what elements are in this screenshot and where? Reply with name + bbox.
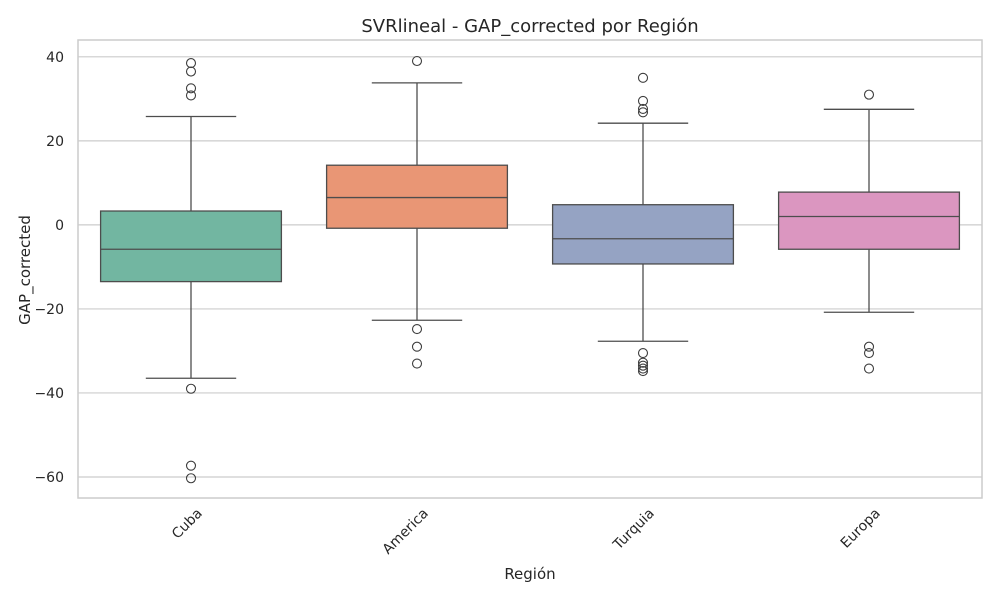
outlier-point xyxy=(185,58,197,69)
outlier-point xyxy=(637,360,649,371)
outlier-point xyxy=(637,103,649,114)
outlier-point xyxy=(185,460,197,471)
outlier-point xyxy=(637,357,649,368)
tick-layer: 40 20 0 −20 −40 −60 Cuba America Turquia Europa xyxy=(34,50,883,558)
box-group-turquia xyxy=(551,72,735,377)
outlier-point xyxy=(185,66,197,77)
y-axis-label: GAP_corrected xyxy=(16,215,35,325)
y-tick-label: −60 xyxy=(34,470,64,486)
outlier-point xyxy=(863,347,875,359)
box-iqr xyxy=(777,191,961,250)
outlier-point xyxy=(637,347,649,359)
outlier-point xyxy=(863,363,875,374)
outlier-point xyxy=(411,324,423,335)
outlier-point xyxy=(185,90,197,101)
outlier-point xyxy=(863,89,875,100)
outlier-point xyxy=(185,473,197,484)
x-tick-label: America xyxy=(380,506,432,558)
outlier-point xyxy=(185,83,197,94)
box-iqr xyxy=(99,210,283,283)
outlier-point xyxy=(637,366,649,377)
outlier-point xyxy=(637,107,649,118)
outlier-point xyxy=(637,72,649,83)
y-tick-label: 20 xyxy=(46,134,64,150)
x-tick-label: Turquia xyxy=(610,506,658,554)
outlier-point xyxy=(185,383,197,394)
y-tick-label: −40 xyxy=(34,386,64,402)
outlier-point xyxy=(863,341,875,352)
box-group-europa xyxy=(777,89,961,374)
x-tick-label: Europa xyxy=(838,506,884,552)
y-tick-label: −20 xyxy=(34,302,64,318)
x-axis-label: Región xyxy=(504,565,555,583)
box-group-america xyxy=(325,55,509,369)
x-tick-label: Cuba xyxy=(169,506,206,543)
plot-frame xyxy=(77,39,983,499)
y-tick-label: 40 xyxy=(46,50,64,66)
y-tick-label: 0 xyxy=(55,218,64,234)
chart-title: SVRlineal - GAP_corrected por Región xyxy=(361,16,698,37)
box-group-cuba xyxy=(99,58,283,484)
outlier-point xyxy=(411,341,423,352)
box-iqr xyxy=(325,164,509,229)
box-layer xyxy=(99,55,961,484)
outlier-point xyxy=(637,363,649,374)
outlier-point xyxy=(411,358,423,369)
outlier-point xyxy=(411,55,423,67)
box-iqr xyxy=(551,204,735,265)
outlier-point xyxy=(637,95,649,106)
